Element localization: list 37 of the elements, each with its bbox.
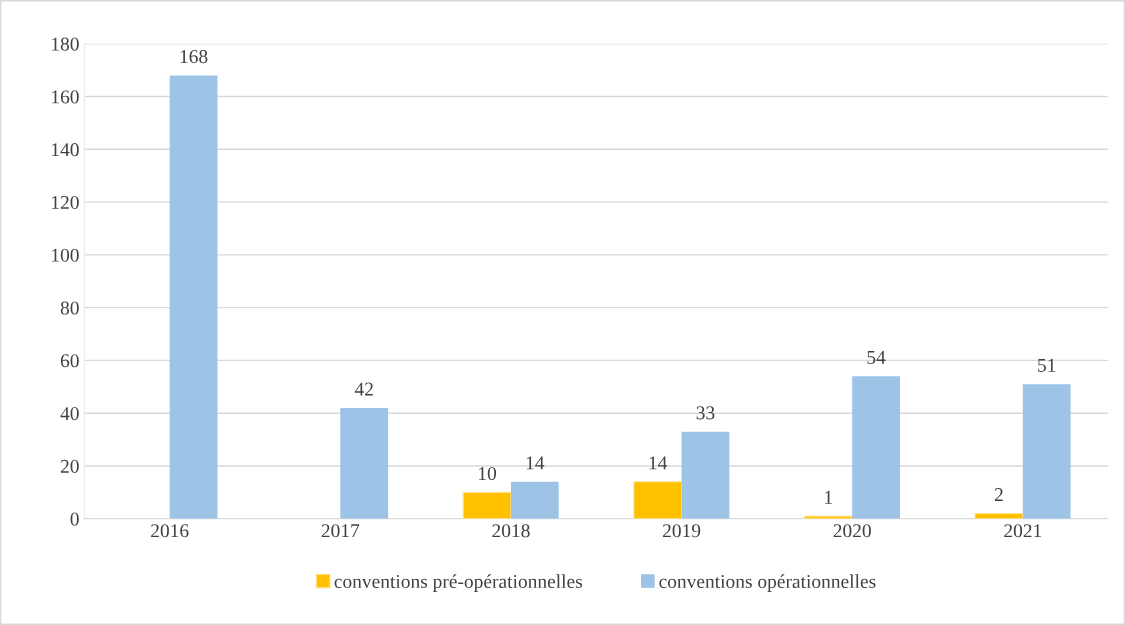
data-label: 54 [867,350,886,364]
x-tick-label: 2019 [662,524,701,538]
bar [1022,384,1071,519]
bar [169,75,218,519]
bar [462,491,512,519]
y-tick-label: 0 [70,512,79,526]
y-tick-label: 80 [60,301,79,315]
y-tick-label: 100 [52,248,79,262]
legend-label: conventions opérationnelles [659,574,876,592]
bar [633,481,683,519]
x-tick-label: 2021 [1004,524,1042,538]
bar [510,481,559,519]
data-label: 168 [180,50,208,64]
data-label: 2 [994,488,1003,501]
data-label: 1 [825,490,832,504]
data-label: 51 [1038,358,1056,372]
legend-label: conventions pré-opérationnelles [334,574,583,592]
y-tick-label: 60 [60,354,79,368]
bar [340,407,389,519]
bar [681,431,730,519]
data-label: 14 [649,456,668,470]
y-tick-label: 180 [52,37,79,51]
data-label: 10 [479,466,497,481]
bar [803,515,853,519]
x-tick-label: 2017 [321,524,360,538]
x-tick-label: 2016 [151,524,189,538]
x-tick-label: 2018 [492,524,530,538]
y-tick-label: 20 [60,459,79,473]
y-tick-label: 120 [52,195,79,210]
y-tick-label: 40 [60,407,79,421]
x-tick-label: 2020 [833,524,871,538]
data-label: 33 [696,406,715,420]
bar [852,376,900,519]
y-tick-label: 160 [52,90,79,104]
y-tick-label: 140 [52,143,79,157]
data-label: 14 [526,456,545,470]
data-label: 42 [354,382,373,396]
